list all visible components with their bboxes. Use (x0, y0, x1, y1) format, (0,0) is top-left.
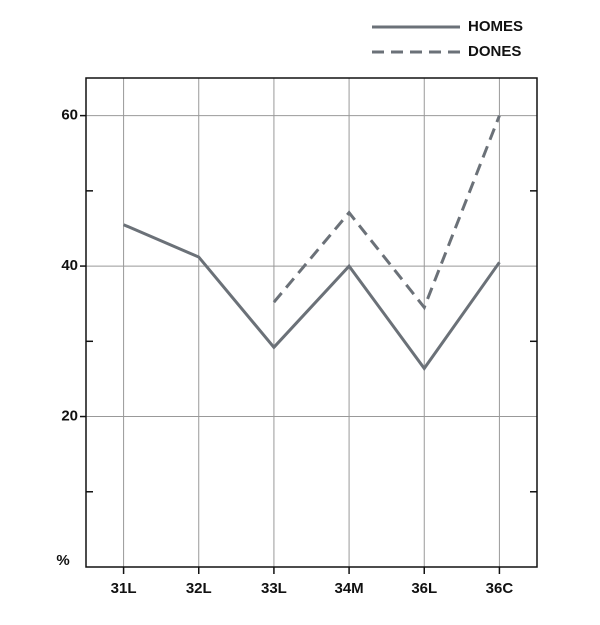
y-tick-label: 40 (61, 257, 78, 274)
x-tick-label: 33L (261, 580, 287, 597)
legend-label: HOMES (468, 18, 523, 35)
y-tick-label: 60 (61, 107, 78, 124)
plot-frame (85, 77, 538, 568)
x-tick-label: 34M (334, 580, 363, 597)
x-tick-label: 31L (111, 580, 137, 597)
y-axis-label: % (56, 552, 69, 569)
x-tick-label: 36C (486, 580, 514, 597)
x-tick-label: 36L (411, 580, 437, 597)
data-line (122, 223, 501, 371)
legend-label: DONES (468, 43, 521, 60)
data-line (272, 115, 501, 311)
x-tick-label: 32L (186, 580, 212, 597)
y-tick-label: 20 (61, 408, 78, 425)
